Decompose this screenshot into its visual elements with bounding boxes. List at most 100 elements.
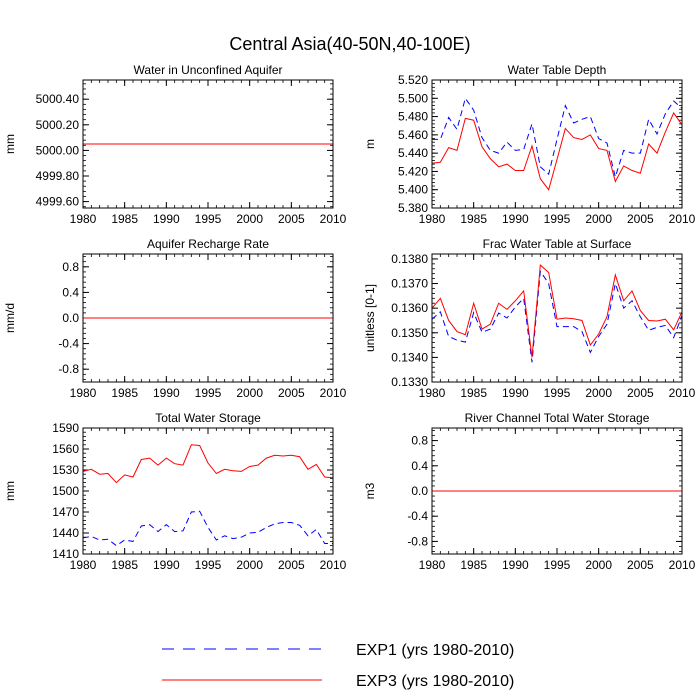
- y-tick-label: 5.420: [398, 164, 428, 178]
- y-tick-label: 5000.20: [36, 118, 80, 132]
- y-tick-label: 1470: [52, 505, 79, 519]
- plot-frame: [431, 79, 683, 209]
- y-tick-label: 0.0: [62, 311, 79, 325]
- x-tick-label: 1995: [195, 212, 222, 226]
- x-tick-label: 1995: [544, 386, 571, 400]
- y-axis-label: m: [363, 139, 377, 149]
- x-tick-label: 2000: [585, 212, 612, 226]
- x-tick-label: 2000: [236, 558, 263, 572]
- y-tick-label: -0.4: [407, 509, 428, 523]
- y-tick-label: 0.1380: [391, 252, 428, 266]
- x-tick-label: 1995: [544, 558, 571, 572]
- legend: EXP1 (yrs 1980-2010) EXP3 (yrs 1980-2010…: [162, 642, 514, 690]
- y-tick-label: 0.1350: [391, 326, 428, 340]
- y-tick-label: 5000.40: [36, 92, 80, 106]
- x-tick-label: 2000: [236, 212, 263, 226]
- y-tick-label: 0.1340: [391, 350, 428, 364]
- x-tick-label: 1985: [460, 212, 487, 226]
- y-tick-label: 0.1330: [391, 375, 428, 389]
- y-tick-label: -0.8: [407, 534, 428, 548]
- x-tick-label: 1985: [111, 212, 138, 226]
- x-tick-label: 1995: [195, 558, 222, 572]
- x-tick-label: 2010: [320, 212, 347, 226]
- y-tick-label: 0.1360: [391, 301, 428, 315]
- panel-title: Frac Water Table at Surface: [483, 237, 632, 251]
- y-tick-label: 1500: [52, 484, 79, 498]
- x-tick-label: 2010: [669, 212, 696, 226]
- y-axis-label: mm: [3, 481, 17, 501]
- y-tick-label: 5.400: [398, 183, 428, 197]
- x-tick-label: 2005: [278, 212, 305, 226]
- x-tick-label: 1985: [111, 558, 138, 572]
- plot-frame: [82, 79, 334, 209]
- x-tick-label: 1980: [70, 212, 97, 226]
- plot-frame: [82, 427, 334, 555]
- x-tick-label: 1980: [419, 558, 446, 572]
- x-tick-label: 1980: [419, 386, 446, 400]
- y-tick-label: 5.520: [398, 73, 428, 87]
- series-line-exp3: [431, 111, 683, 191]
- x-tick-label: 1990: [502, 212, 529, 226]
- x-tick-label: 2010: [320, 558, 347, 572]
- y-tick-label: 4999.60: [36, 195, 80, 209]
- y-axis-label: mm/d: [3, 303, 17, 333]
- x-tick-label: 1990: [502, 386, 529, 400]
- y-tick-label: 1530: [52, 463, 79, 477]
- y-tick-label: 5.480: [398, 110, 428, 124]
- panel-water-table-depth: 1980 1985 1990 1995 2000 2005 2010 5.380 5.400 5.…: [363, 63, 696, 226]
- legend-label-exp3: EXP3 (yrs 1980-2010): [356, 673, 514, 690]
- y-tick-label: -0.4: [58, 337, 79, 351]
- x-tick-label: 1990: [153, 212, 180, 226]
- y-tick-label: 1560: [52, 442, 79, 456]
- x-tick-label: 1995: [195, 386, 222, 400]
- x-tick-label: 2010: [669, 386, 696, 400]
- x-tick-label: 1990: [153, 386, 180, 400]
- series-line-exp1: [432, 97, 683, 179]
- panels-group: 1980 1985 1990 1995 2000 2005 2010 4999.60 4999.…: [3, 63, 696, 572]
- panel-title: River Channel Total Water Storage: [465, 411, 650, 425]
- y-tick-label: 5.500: [398, 91, 428, 105]
- y-tick-label: 1410: [52, 547, 79, 561]
- x-tick-label: 2000: [585, 386, 612, 400]
- y-tick-label: 0.8: [411, 434, 428, 448]
- y-tick-label: -0.8: [58, 362, 79, 376]
- panel-water-in-unconfined-aquifer: 1980 1985 1990 1995 2000 2005 2010 4999.60 4999.…: [3, 63, 347, 226]
- x-tick-label: 2010: [320, 386, 347, 400]
- x-tick-label: 1990: [502, 558, 529, 572]
- plot-frame: [431, 427, 683, 555]
- x-tick-label: 1985: [460, 386, 487, 400]
- panel-title: Aquifer Recharge Rate: [147, 237, 269, 251]
- y-tick-label: 0.4: [411, 459, 428, 473]
- y-tick-label: 0.8: [62, 260, 79, 274]
- y-tick-label: 0.1370: [391, 277, 428, 291]
- series-line-exp1: [431, 269, 683, 363]
- x-tick-label: 1985: [460, 558, 487, 572]
- y-axis-label: m3: [363, 482, 377, 499]
- y-tick-label: 0.0: [411, 484, 428, 498]
- x-tick-label: 2005: [627, 212, 654, 226]
- plot-frame: [431, 253, 683, 383]
- y-axis-label: unitless [0-1]: [363, 284, 377, 352]
- y-axis-label: mm: [3, 134, 17, 154]
- panel-total-water-storage: 1980 1985 1990 1995 2000 2005 2010 1410 1440 1470…: [3, 411, 347, 572]
- y-tick-label: 5000.00: [36, 143, 80, 157]
- series-line-exp3: [82, 444, 334, 484]
- x-tick-label: 2005: [627, 386, 654, 400]
- x-tick-label: 2005: [627, 558, 654, 572]
- plot-frame: [82, 253, 334, 383]
- y-tick-label: 5.440: [398, 146, 428, 160]
- x-tick-label: 1980: [419, 212, 446, 226]
- y-tick-label: 4999.80: [36, 169, 80, 183]
- series-line-exp3: [431, 264, 683, 358]
- y-tick-label: 5.380: [398, 201, 428, 215]
- x-tick-label: 2000: [236, 386, 263, 400]
- x-tick-label: 2000: [585, 558, 612, 572]
- y-tick-label: 0.4: [62, 285, 79, 299]
- x-tick-label: 2010: [669, 558, 696, 572]
- x-tick-label: 2005: [278, 386, 305, 400]
- x-tick-label: 1995: [544, 212, 571, 226]
- panel-river-channel-total-water-storage: 1980 1985 1990 1995 2000 2005 2010 -0.8 -0.4 0.0 0…: [363, 411, 696, 572]
- panel-title: Water Table Depth: [508, 63, 607, 77]
- panel-frac-water-table-at-surface: 1980 1985 1990 1995 2000 2005 2010 0.1330 0.1340…: [363, 237, 696, 400]
- y-tick-label: 1590: [52, 421, 79, 435]
